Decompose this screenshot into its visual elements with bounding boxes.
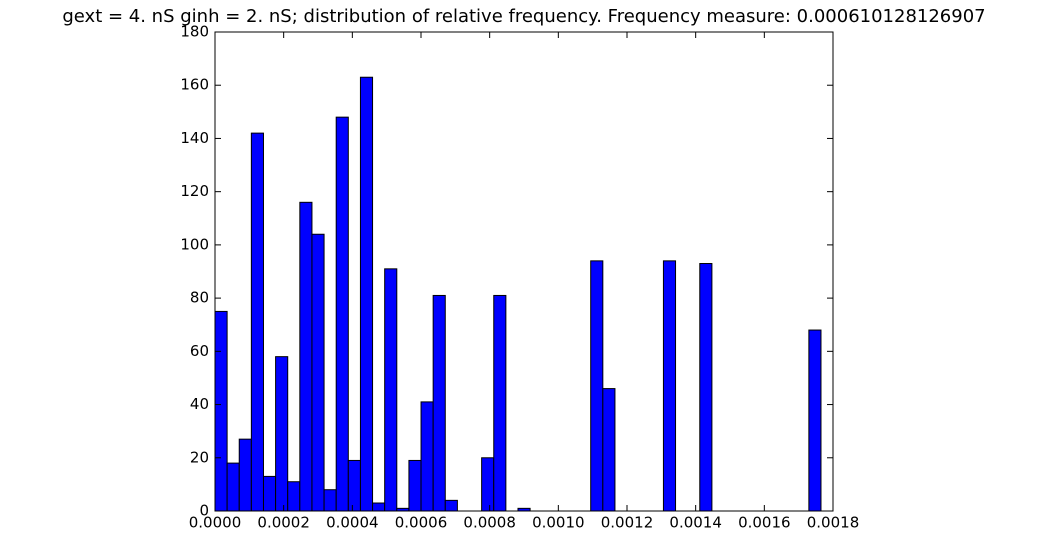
plot-frame <box>214 31 834 512</box>
x-tick-label: 0.0004 <box>326 514 379 532</box>
bar <box>808 329 822 512</box>
y-tick-label: 80 <box>190 289 209 307</box>
y-tick-label: 160 <box>180 76 209 94</box>
bar <box>420 401 434 512</box>
x-tick-label: 0.0000 <box>189 514 242 532</box>
bar <box>311 233 325 512</box>
bar <box>408 459 422 512</box>
bar <box>662 260 677 512</box>
bar <box>287 481 301 512</box>
y-tick-label: 100 <box>180 235 209 253</box>
bar <box>299 201 313 512</box>
bar <box>432 294 446 512</box>
bar <box>262 475 277 512</box>
bar <box>384 268 398 512</box>
x-tick-label: 0.0014 <box>669 514 722 532</box>
bar <box>347 459 361 512</box>
bar <box>214 310 228 512</box>
y-tick-label: 60 <box>190 342 209 360</box>
y-tick-label: 40 <box>190 395 209 413</box>
bar <box>493 294 507 512</box>
bar <box>699 263 713 512</box>
y-tick-label: 180 <box>180 23 209 41</box>
y-tick-label: 20 <box>190 448 209 466</box>
y-tick-label: 120 <box>180 182 209 200</box>
bar <box>590 260 604 512</box>
bar <box>226 462 240 512</box>
bar <box>444 499 458 512</box>
x-tick-label: 0.0018 <box>807 514 860 532</box>
bar <box>602 388 616 512</box>
bar <box>372 502 386 512</box>
x-tick-label: 0.0008 <box>463 514 516 532</box>
x-tick-label: 0.0012 <box>601 514 654 532</box>
x-tick-label: 0.0006 <box>395 514 448 532</box>
bar <box>359 76 374 512</box>
bar <box>481 457 495 512</box>
y-tick-label: 0 <box>199 502 209 520</box>
bar <box>323 489 337 512</box>
x-tick-label: 0.0002 <box>257 514 310 532</box>
y-tick-label: 140 <box>180 129 209 147</box>
bar <box>275 356 289 512</box>
bar <box>335 116 349 512</box>
x-tick-label: 0.0016 <box>738 514 791 532</box>
bar <box>250 132 264 512</box>
x-tick-label: 0.0010 <box>532 514 585 532</box>
bar <box>238 438 252 512</box>
chart-title: gext = 4. nS ginh = 2. nS; distribution … <box>62 6 985 27</box>
